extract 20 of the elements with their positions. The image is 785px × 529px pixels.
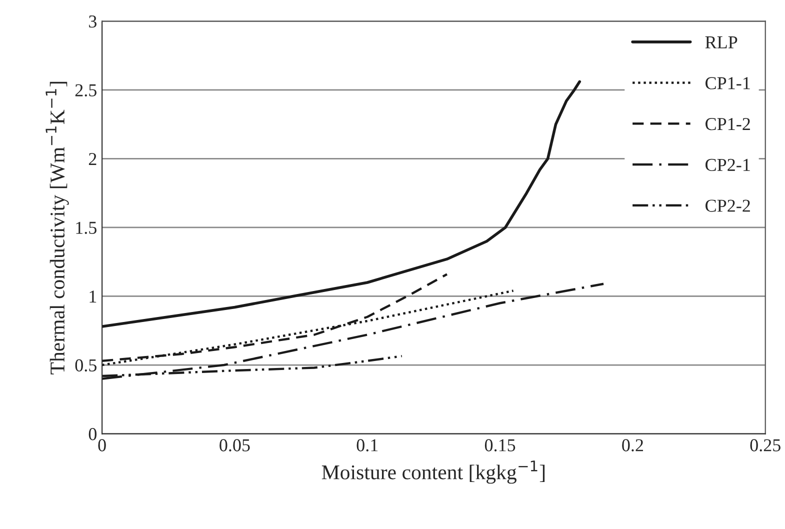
y-tick-label: 2 xyxy=(88,153,96,165)
y-tick-label: 1 xyxy=(90,290,96,303)
x-tick-label: 0.15 xyxy=(484,439,516,452)
x-tick-label: 0.1 xyxy=(356,439,378,452)
x-axis-title: Moisture content [kgkg$^{−1}$] xyxy=(322,460,545,484)
legend-label: CP2-2 xyxy=(706,200,750,212)
y-tick-label: 0 xyxy=(88,428,96,440)
legend-label: CP1-2 xyxy=(706,118,750,130)
y-tick-label: 3 xyxy=(89,15,96,28)
x-tick-label: 0.2 xyxy=(622,439,643,452)
x-tick-label: 0.05 xyxy=(220,439,250,452)
y-tick-label: 0.5 xyxy=(75,359,96,372)
legend-label: CP2-1 xyxy=(706,158,750,171)
y-axis-title: Thermal conductivity [Wm$^{−1}$K$^{−1}$] xyxy=(46,82,69,374)
x-tick-label: 0.25 xyxy=(750,439,780,452)
y-tick-label: 2.5 xyxy=(75,84,96,96)
x-tick-label: 0 xyxy=(98,439,106,452)
legend-label: CP1-1 xyxy=(706,77,750,90)
legend-label: RLP xyxy=(705,36,738,48)
y-tick-label: 1.5 xyxy=(76,222,96,234)
